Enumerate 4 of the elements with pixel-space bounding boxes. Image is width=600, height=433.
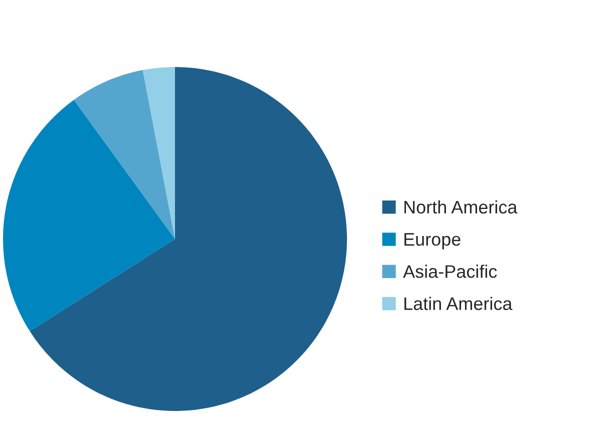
legend-label: North America <box>404 200 518 214</box>
legend-label: Europe <box>404 233 460 250</box>
legend-label: Latin America <box>404 296 512 310</box>
legend-label: Asia-Pacific <box>403 264 497 278</box>
